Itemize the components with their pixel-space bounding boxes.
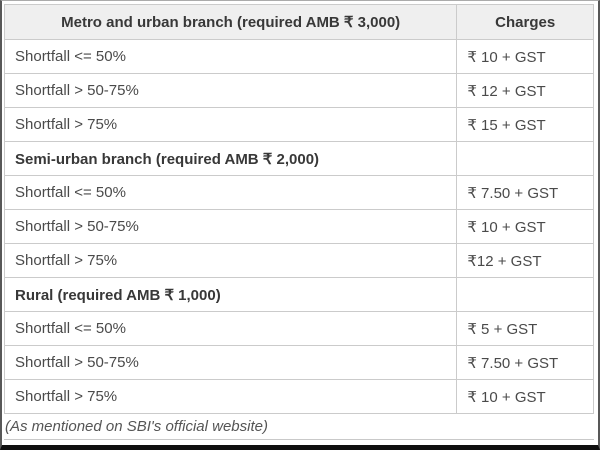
table-row: Shortfall > 50-75% ₹ 12 + GST <box>3 73 594 108</box>
charge-value: ₹ 15 + GST <box>456 107 594 142</box>
section-header-row: Semi-urban branch (required AMB ₹ 2,000) <box>3 141 594 176</box>
table-row: Shortfall > 50-75% ₹ 7.50 + GST <box>3 345 594 380</box>
table-body: Shortfall <= 50% ₹ 10 + GST Shortfall > 50… <box>3 39 594 414</box>
shortfall-label: Shortfall > 50-75% <box>3 209 458 244</box>
shortfall-label: Shortfall > 75% <box>3 379 458 414</box>
table-header-row: Metro and urban branch (required AMB ₹ 3… <box>3 4 594 40</box>
column-header-charges: Charges <box>456 4 594 40</box>
charge-value: ₹ 12 + GST <box>456 73 594 108</box>
amb-shortfall-charges-table: Metro and urban branch (required AMB ₹ 3… <box>3 4 594 414</box>
branch-section-label: Rural (required AMB ₹ 1,000) <box>3 277 458 312</box>
charge-value <box>456 277 594 312</box>
charge-value: ₹ 7.50 + GST <box>456 345 594 380</box>
charge-value: ₹ 10 + GST <box>456 39 594 74</box>
section-header-row: Rural (required AMB ₹ 1,000) <box>3 277 594 312</box>
charge-value <box>456 141 594 176</box>
branch-section-label: Semi-urban branch (required AMB ₹ 2,000) <box>3 141 458 176</box>
charge-value: ₹ 5 + GST <box>456 311 594 346</box>
table-row: Shortfall > 50-75% ₹ 10 + GST <box>3 209 594 244</box>
shortfall-label: Shortfall > 50-75% <box>3 73 458 108</box>
table-row: Shortfall <= 50% ₹ 5 + GST <box>3 311 594 346</box>
source-footnote: (As mentioned on SBI's official website) <box>4 414 594 440</box>
shortfall-label: Shortfall <= 50% <box>3 175 458 210</box>
shortfall-label: Shortfall > 75% <box>3 107 458 142</box>
table-row: Shortfall > 75% ₹12 + GST <box>3 243 594 278</box>
table-row: Shortfall <= 50% ₹ 7.50 + GST <box>3 175 594 210</box>
charge-value: ₹ 10 + GST <box>456 209 594 244</box>
shortfall-label: Shortfall <= 50% <box>3 39 458 74</box>
table-row: Shortfall <= 50% ₹ 10 + GST <box>3 39 594 74</box>
table-row: Shortfall > 75% ₹ 10 + GST <box>3 379 594 414</box>
charge-value: ₹ 10 + GST <box>456 379 594 414</box>
shortfall-label: Shortfall > 50-75% <box>3 345 458 380</box>
column-header-branch: Metro and urban branch (required AMB ₹ 3… <box>3 4 458 40</box>
shortfall-label: Shortfall > 75% <box>3 243 458 278</box>
shortfall-label: Shortfall <= 50% <box>3 311 458 346</box>
table-row: Shortfall > 75% ₹ 15 + GST <box>3 107 594 142</box>
charge-value: ₹12 + GST <box>456 243 594 278</box>
charge-value: ₹ 7.50 + GST <box>456 175 594 210</box>
